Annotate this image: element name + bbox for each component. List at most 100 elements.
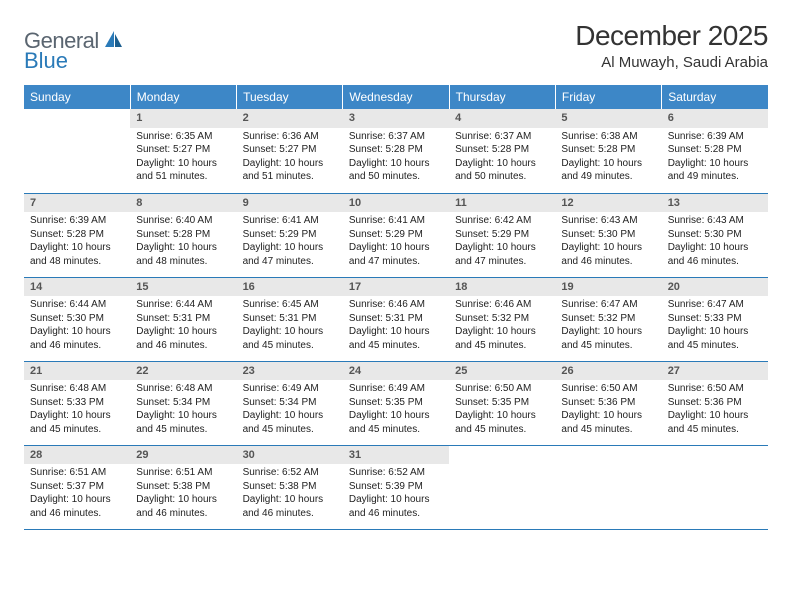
cell-body: Sunrise: 6:40 AMSunset: 5:28 PMDaylight:… xyxy=(130,212,236,272)
day-number: 21 xyxy=(24,362,130,381)
sunset-line: Sunset: 5:28 PM xyxy=(668,143,762,157)
day-number: 1 xyxy=(130,109,236,128)
calendar-week-row: 7Sunrise: 6:39 AMSunset: 5:28 PMDaylight… xyxy=(24,193,768,277)
day-number: 11 xyxy=(449,194,555,213)
daylight-line: Daylight: 10 hours and 48 minutes. xyxy=(30,241,124,268)
weekday-header: Thursday xyxy=(449,85,555,109)
calendar-cell: 16Sunrise: 6:45 AMSunset: 5:31 PMDayligh… xyxy=(237,277,343,361)
daylight-line: Daylight: 10 hours and 45 minutes. xyxy=(349,409,443,436)
cell-body: Sunrise: 6:39 AMSunset: 5:28 PMDaylight:… xyxy=(24,212,130,272)
daylight-line: Daylight: 10 hours and 48 minutes. xyxy=(136,241,230,268)
sunset-line: Sunset: 5:36 PM xyxy=(668,396,762,410)
daylight-line: Daylight: 10 hours and 47 minutes. xyxy=(349,241,443,268)
daylight-line: Daylight: 10 hours and 46 minutes. xyxy=(561,241,655,268)
day-number: 14 xyxy=(24,278,130,297)
cell-body: Sunrise: 6:49 AMSunset: 5:35 PMDaylight:… xyxy=(343,380,449,440)
daylight-line: Daylight: 10 hours and 45 minutes. xyxy=(243,325,337,352)
calendar-cell: 25Sunrise: 6:50 AMSunset: 5:35 PMDayligh… xyxy=(449,361,555,445)
calendar-cell: 18Sunrise: 6:46 AMSunset: 5:32 PMDayligh… xyxy=(449,277,555,361)
cell-body: Sunrise: 6:51 AMSunset: 5:37 PMDaylight:… xyxy=(24,464,130,524)
sail-icon xyxy=(103,29,125,54)
sunset-line: Sunset: 5:28 PM xyxy=(136,228,230,242)
calendar-cell xyxy=(24,109,130,193)
daylight-line: Daylight: 10 hours and 50 minutes. xyxy=(349,157,443,184)
calendar-cell: 4Sunrise: 6:37 AMSunset: 5:28 PMDaylight… xyxy=(449,109,555,193)
sunrise-line: Sunrise: 6:47 AM xyxy=(561,298,655,312)
day-number: 7 xyxy=(24,194,130,213)
day-number: 4 xyxy=(449,109,555,128)
day-number: 31 xyxy=(343,446,449,465)
cell-body: Sunrise: 6:50 AMSunset: 5:36 PMDaylight:… xyxy=(662,380,768,440)
calendar-cell: 19Sunrise: 6:47 AMSunset: 5:32 PMDayligh… xyxy=(555,277,661,361)
cell-body: Sunrise: 6:44 AMSunset: 5:31 PMDaylight:… xyxy=(130,296,236,356)
sunset-line: Sunset: 5:31 PM xyxy=(349,312,443,326)
day-number: 24 xyxy=(343,362,449,381)
sunrise-line: Sunrise: 6:44 AM xyxy=(30,298,124,312)
logo-text-blue: Blue xyxy=(24,48,68,74)
calendar-table: SundayMondayTuesdayWednesdayThursdayFrid… xyxy=(24,85,768,530)
sunset-line: Sunset: 5:32 PM xyxy=(561,312,655,326)
cell-body: Sunrise: 6:39 AMSunset: 5:28 PMDaylight:… xyxy=(662,128,768,188)
calendar-cell: 27Sunrise: 6:50 AMSunset: 5:36 PMDayligh… xyxy=(662,361,768,445)
cell-body: Sunrise: 6:36 AMSunset: 5:27 PMDaylight:… xyxy=(237,128,343,188)
day-number: 26 xyxy=(555,362,661,381)
sunset-line: Sunset: 5:28 PM xyxy=(349,143,443,157)
sunset-line: Sunset: 5:33 PM xyxy=(668,312,762,326)
cell-body: Sunrise: 6:47 AMSunset: 5:33 PMDaylight:… xyxy=(662,296,768,356)
weekday-header: Tuesday xyxy=(237,85,343,109)
sunrise-line: Sunrise: 6:43 AM xyxy=(668,214,762,228)
cell-body: Sunrise: 6:37 AMSunset: 5:28 PMDaylight:… xyxy=(343,128,449,188)
daylight-line: Daylight: 10 hours and 46 minutes. xyxy=(136,493,230,520)
calendar-cell: 24Sunrise: 6:49 AMSunset: 5:35 PMDayligh… xyxy=(343,361,449,445)
sunrise-line: Sunrise: 6:45 AM xyxy=(243,298,337,312)
daylight-line: Daylight: 10 hours and 45 minutes. xyxy=(561,409,655,436)
day-number: 27 xyxy=(662,362,768,381)
cell-body: Sunrise: 6:42 AMSunset: 5:29 PMDaylight:… xyxy=(449,212,555,272)
calendar-cell: 20Sunrise: 6:47 AMSunset: 5:33 PMDayligh… xyxy=(662,277,768,361)
sunrise-line: Sunrise: 6:35 AM xyxy=(136,130,230,144)
calendar-cell xyxy=(662,445,768,529)
sunset-line: Sunset: 5:36 PM xyxy=(561,396,655,410)
calendar-cell: 31Sunrise: 6:52 AMSunset: 5:39 PMDayligh… xyxy=(343,445,449,529)
calendar-cell: 5Sunrise: 6:38 AMSunset: 5:28 PMDaylight… xyxy=(555,109,661,193)
daylight-line: Daylight: 10 hours and 45 minutes. xyxy=(561,325,655,352)
sunrise-line: Sunrise: 6:37 AM xyxy=(455,130,549,144)
sunset-line: Sunset: 5:31 PM xyxy=(243,312,337,326)
day-number: 29 xyxy=(130,446,236,465)
calendar-cell: 29Sunrise: 6:51 AMSunset: 5:38 PMDayligh… xyxy=(130,445,236,529)
day-number: 23 xyxy=(237,362,343,381)
page-title: December 2025 xyxy=(575,20,768,52)
calendar-cell: 26Sunrise: 6:50 AMSunset: 5:36 PMDayligh… xyxy=(555,361,661,445)
cell-body: Sunrise: 6:49 AMSunset: 5:34 PMDaylight:… xyxy=(237,380,343,440)
day-number: 8 xyxy=(130,194,236,213)
calendar-cell: 11Sunrise: 6:42 AMSunset: 5:29 PMDayligh… xyxy=(449,193,555,277)
sunset-line: Sunset: 5:27 PM xyxy=(243,143,337,157)
daylight-line: Daylight: 10 hours and 46 minutes. xyxy=(243,493,337,520)
day-number: 18 xyxy=(449,278,555,297)
sunrise-line: Sunrise: 6:46 AM xyxy=(455,298,549,312)
cell-body: Sunrise: 6:52 AMSunset: 5:39 PMDaylight:… xyxy=(343,464,449,524)
calendar-cell: 15Sunrise: 6:44 AMSunset: 5:31 PMDayligh… xyxy=(130,277,236,361)
daylight-line: Daylight: 10 hours and 45 minutes. xyxy=(668,409,762,436)
day-number: 28 xyxy=(24,446,130,465)
sunset-line: Sunset: 5:29 PM xyxy=(349,228,443,242)
title-block: December 2025 Al Muwayh, Saudi Arabia xyxy=(575,20,768,71)
calendar-cell: 17Sunrise: 6:46 AMSunset: 5:31 PMDayligh… xyxy=(343,277,449,361)
sunset-line: Sunset: 5:35 PM xyxy=(349,396,443,410)
sunrise-line: Sunrise: 6:51 AM xyxy=(30,466,124,480)
day-number: 30 xyxy=(237,446,343,465)
cell-body: Sunrise: 6:51 AMSunset: 5:38 PMDaylight:… xyxy=(130,464,236,524)
sunrise-line: Sunrise: 6:52 AM xyxy=(349,466,443,480)
cell-body: Sunrise: 6:38 AMSunset: 5:28 PMDaylight:… xyxy=(555,128,661,188)
sunrise-line: Sunrise: 6:40 AM xyxy=(136,214,230,228)
sunset-line: Sunset: 5:30 PM xyxy=(668,228,762,242)
cell-body: Sunrise: 6:37 AMSunset: 5:28 PMDaylight:… xyxy=(449,128,555,188)
sunset-line: Sunset: 5:39 PM xyxy=(349,480,443,494)
weekday-header: Saturday xyxy=(662,85,768,109)
day-number: 12 xyxy=(555,194,661,213)
sunrise-line: Sunrise: 6:41 AM xyxy=(349,214,443,228)
day-number: 20 xyxy=(662,278,768,297)
calendar-cell: 21Sunrise: 6:48 AMSunset: 5:33 PMDayligh… xyxy=(24,361,130,445)
sunset-line: Sunset: 5:37 PM xyxy=(30,480,124,494)
sunset-line: Sunset: 5:27 PM xyxy=(136,143,230,157)
